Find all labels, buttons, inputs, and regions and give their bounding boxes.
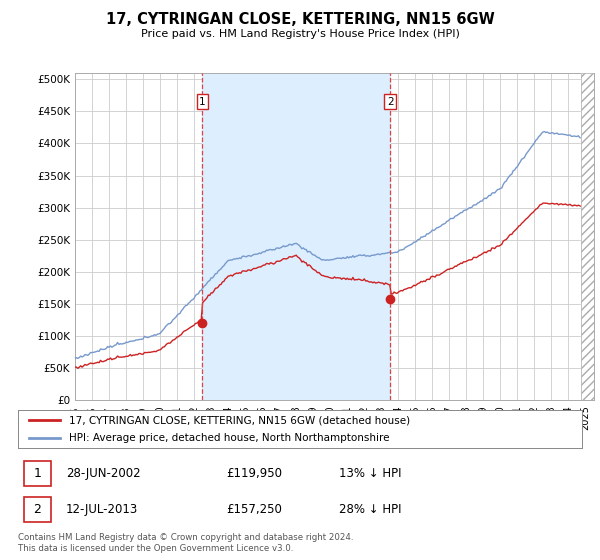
- Text: £119,950: £119,950: [227, 466, 283, 480]
- Text: 28-JUN-2002: 28-JUN-2002: [66, 466, 140, 480]
- Text: 1: 1: [33, 466, 41, 480]
- Text: £157,250: £157,250: [227, 503, 283, 516]
- Bar: [202, 73, 391, 400]
- Bar: [581, 73, 594, 400]
- Text: Price paid vs. HM Land Registry's House Price Index (HPI): Price paid vs. HM Land Registry's House …: [140, 29, 460, 39]
- Bar: [581, 73, 594, 400]
- Text: 17, CYTRINGAN CLOSE, KETTERING, NN15 6GW: 17, CYTRINGAN CLOSE, KETTERING, NN15 6GW: [106, 12, 494, 27]
- FancyBboxPatch shape: [23, 497, 51, 522]
- Text: 12-JUL-2013: 12-JUL-2013: [66, 503, 138, 516]
- FancyBboxPatch shape: [23, 461, 51, 486]
- Text: 17, CYTRINGAN CLOSE, KETTERING, NN15 6GW (detached house): 17, CYTRINGAN CLOSE, KETTERING, NN15 6GW…: [69, 415, 410, 425]
- Text: 28% ↓ HPI: 28% ↓ HPI: [340, 503, 402, 516]
- Text: 13% ↓ HPI: 13% ↓ HPI: [340, 466, 402, 480]
- Text: 2: 2: [33, 503, 41, 516]
- Text: HPI: Average price, detached house, North Northamptonshire: HPI: Average price, detached house, Nort…: [69, 433, 389, 443]
- Text: 2: 2: [387, 97, 394, 107]
- Text: Contains HM Land Registry data © Crown copyright and database right 2024.
This d: Contains HM Land Registry data © Crown c…: [18, 533, 353, 553]
- Text: 1: 1: [199, 97, 206, 107]
